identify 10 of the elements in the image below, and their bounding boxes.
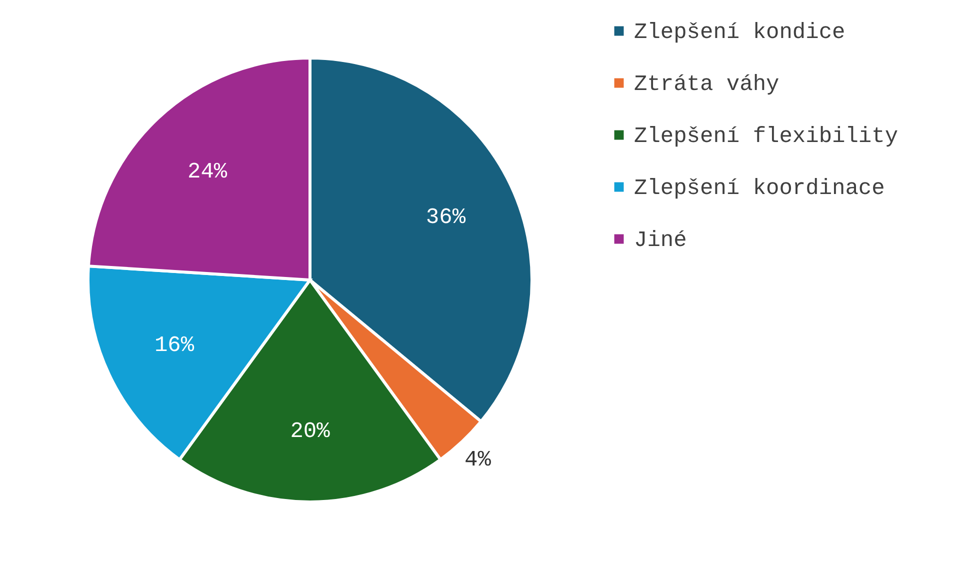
- data-label: 16%: [154, 332, 195, 358]
- data-label: 36%: [426, 205, 466, 230]
- data-label: 24%: [188, 160, 228, 185]
- legend-label: Ztráta váhy: [634, 72, 780, 97]
- legend-label: Zlepšení koordinace: [634, 176, 885, 201]
- data-label: 4%: [464, 448, 492, 473]
- legend-label: Zlepšení flexibility: [634, 124, 898, 149]
- data-label: 20%: [290, 419, 331, 444]
- legend-label: Zlepšení kondice: [634, 20, 846, 45]
- legend-label: Jiné: [634, 228, 687, 253]
